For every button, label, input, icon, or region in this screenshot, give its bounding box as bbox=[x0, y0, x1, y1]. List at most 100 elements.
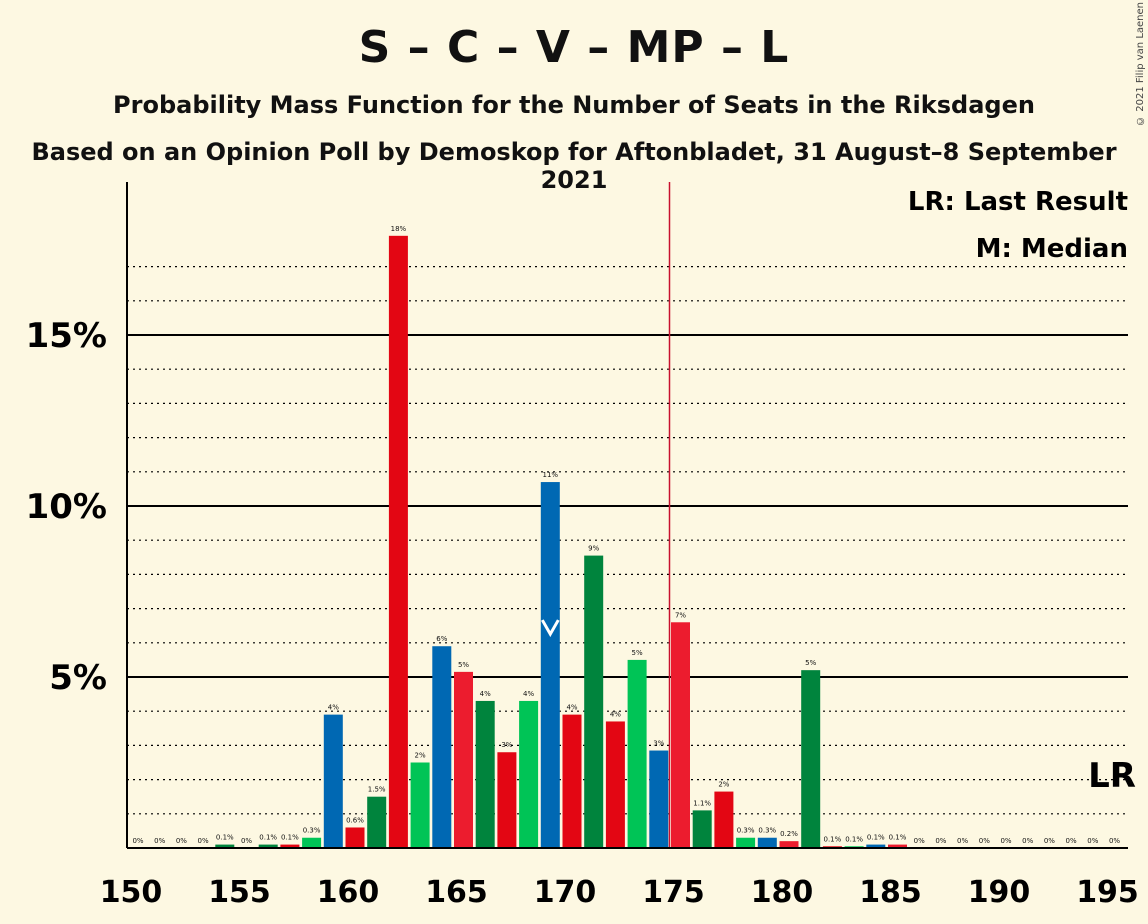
data-label-seat-169: 11% bbox=[543, 471, 559, 479]
bar-seat-167 bbox=[497, 752, 517, 848]
lr-marker-label: LR bbox=[1088, 756, 1136, 796]
bar-seat-172 bbox=[605, 721, 625, 848]
data-label-seat-189: 0% bbox=[979, 837, 990, 845]
bar-seat-179 bbox=[757, 837, 777, 848]
data-label-seat-160: 0.6% bbox=[346, 816, 364, 824]
bar-seat-161 bbox=[367, 796, 387, 848]
x-tick-170: 170 bbox=[534, 875, 597, 910]
bar-seat-181 bbox=[801, 670, 821, 848]
y-tick-labels: 5% 10% 15% bbox=[26, 316, 107, 698]
x-tick-160: 160 bbox=[317, 875, 380, 910]
chart-subtitle: Probability Mass Function for the Number… bbox=[113, 91, 1035, 119]
data-label-seat-150: 0% bbox=[132, 837, 143, 845]
bar-seat-154 bbox=[215, 844, 235, 848]
median-marker bbox=[540, 619, 560, 638]
data-label-seat-177: 2% bbox=[718, 781, 729, 789]
bar-seat-180 bbox=[779, 841, 799, 848]
x-tick-180: 180 bbox=[751, 875, 814, 910]
chart-subtitle-source: Based on an Opinion Poll by Demoskop for… bbox=[31, 138, 1117, 194]
data-label-seat-167: 3% bbox=[501, 741, 512, 749]
bar-series bbox=[215, 235, 907, 848]
x-tick-195: 195 bbox=[1076, 875, 1139, 910]
data-label-seat-190: 0% bbox=[1000, 837, 1011, 845]
bar-seat-162 bbox=[388, 235, 408, 848]
data-label-seat-182: 0.1% bbox=[824, 835, 842, 843]
x-tick-185: 185 bbox=[859, 875, 922, 910]
x-tick-190: 190 bbox=[968, 875, 1031, 910]
bar-seat-164 bbox=[432, 646, 452, 848]
data-label-seat-166: 4% bbox=[480, 690, 491, 698]
data-label-seat-157: 0.1% bbox=[281, 834, 299, 842]
data-label-seat-185: 0.1% bbox=[889, 834, 907, 842]
y-tick-10: 10% bbox=[26, 487, 107, 527]
data-label-seat-184: 0.1% bbox=[867, 834, 885, 842]
data-label-seat-156: 0.1% bbox=[259, 834, 277, 842]
data-label-seat-188: 0% bbox=[957, 837, 968, 845]
x-tick-175: 175 bbox=[642, 875, 705, 910]
data-label-seat-170: 4% bbox=[566, 704, 577, 712]
x-tick-165: 165 bbox=[425, 875, 488, 910]
data-label-seat-187: 0% bbox=[935, 837, 946, 845]
data-label-seat-168: 4% bbox=[523, 690, 534, 698]
data-label-seat-194: 0% bbox=[1087, 837, 1098, 845]
bar-seat-159 bbox=[323, 714, 343, 848]
bar-seat-165 bbox=[454, 671, 473, 848]
bar-seat-170 bbox=[562, 714, 582, 848]
bar-seat-163 bbox=[410, 762, 430, 848]
bar-seat-171 bbox=[584, 555, 604, 848]
data-label-seat-158: 0.3% bbox=[303, 827, 321, 835]
data-label-seat-164: 6% bbox=[436, 635, 447, 643]
bar-seat-173 bbox=[627, 659, 647, 848]
data-label-seat-179: 0.3% bbox=[758, 827, 776, 835]
bar-seat-166 bbox=[475, 700, 495, 848]
bar-seat-185 bbox=[888, 844, 907, 848]
bar-seat-176 bbox=[692, 810, 712, 848]
y-tick-5: 5% bbox=[49, 658, 107, 698]
data-label-seat-173: 5% bbox=[632, 649, 643, 657]
axes bbox=[126, 182, 1128, 849]
bar-seat-168 bbox=[519, 700, 539, 848]
data-label-seat-153: 0% bbox=[198, 837, 209, 845]
data-label-seat-191: 0% bbox=[1022, 837, 1033, 845]
bar-seat-156 bbox=[258, 844, 278, 848]
data-label-seat-180: 0.2% bbox=[780, 830, 798, 838]
data-label-seat-154: 0.1% bbox=[216, 834, 234, 842]
data-label-seat-192: 0% bbox=[1044, 837, 1055, 845]
y-tick-15: 15% bbox=[26, 316, 107, 356]
bar-seat-178 bbox=[736, 837, 756, 848]
data-label-seat-162: 18% bbox=[391, 225, 407, 233]
legend-median: M: Median bbox=[976, 234, 1128, 264]
x-tick-155: 155 bbox=[208, 875, 271, 910]
bar-seat-169 bbox=[540, 482, 560, 848]
data-label-seat-155: 0% bbox=[241, 837, 252, 845]
x-tick-150: 150 bbox=[100, 875, 163, 910]
data-label-seat-159: 4% bbox=[328, 704, 339, 712]
bar-seat-174 bbox=[649, 750, 669, 848]
data-label-seat-174: 3% bbox=[653, 740, 664, 748]
data-label-seat-181: 5% bbox=[805, 659, 816, 667]
bar-seat-175 bbox=[671, 622, 690, 848]
data-label-seat-193: 0% bbox=[1066, 837, 1077, 845]
data-label-seat-152: 0% bbox=[176, 837, 187, 845]
bar-seat-158 bbox=[302, 837, 322, 848]
data-label-seat-172: 4% bbox=[610, 710, 621, 718]
x-tick-labels: 150 155 160 165 170 175 180 185 190 195 bbox=[100, 875, 1139, 910]
chart-title: S – C – V – MP – L bbox=[358, 22, 790, 73]
legend-last-result: LR: Last Result bbox=[908, 187, 1128, 217]
data-label-seat-163: 2% bbox=[415, 752, 426, 760]
data-label-seat-175: 7% bbox=[675, 611, 686, 619]
data-label-seat-151: 0% bbox=[154, 837, 165, 845]
data-label-seat-176: 1.1% bbox=[693, 799, 711, 807]
data-label-seat-178: 0.3% bbox=[737, 827, 755, 835]
data-label-seat-186: 0% bbox=[914, 837, 925, 845]
data-labels: 0% 0% 0% 0% 0.1% 0% 0.1% 0.1%0.3%4%0.6%1.5%18%2… bbox=[132, 225, 1120, 845]
grid-lines bbox=[127, 182, 1128, 848]
bar-seat-177 bbox=[714, 791, 734, 848]
data-label-seat-183: 0.1% bbox=[845, 835, 863, 843]
bar-seat-157 bbox=[280, 844, 300, 848]
data-label-seat-171: 9% bbox=[588, 545, 599, 553]
data-label-seat-161: 1.5% bbox=[368, 786, 386, 794]
data-label-seat-165: 5% bbox=[458, 661, 469, 669]
bar-seat-184 bbox=[866, 844, 886, 848]
